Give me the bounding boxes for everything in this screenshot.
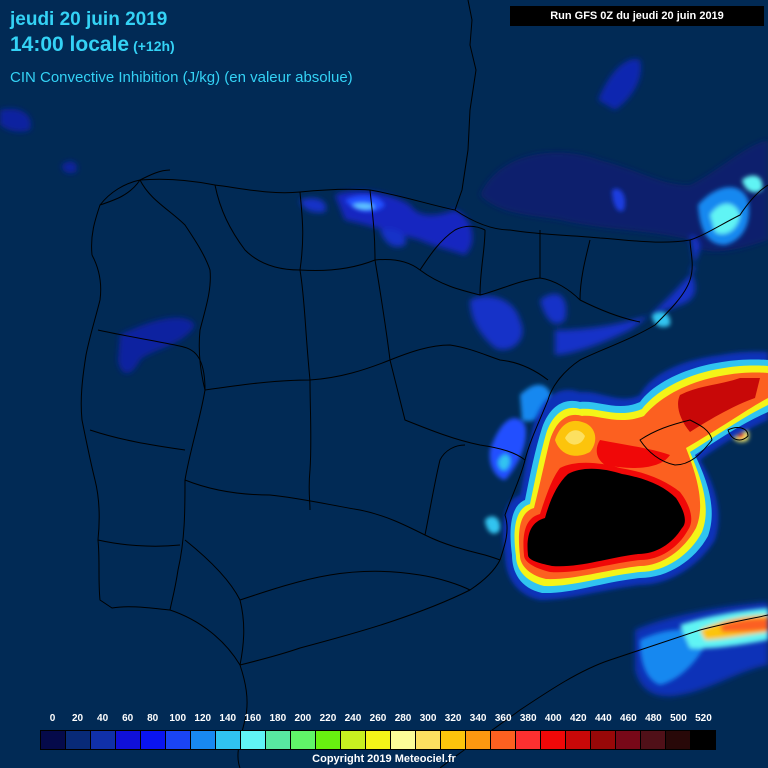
legend-label: 20 (71, 713, 84, 724)
legend-label: 440 (594, 713, 612, 724)
legend-label: 160 (244, 713, 262, 724)
legend-label: 360 (494, 713, 512, 724)
legend-label: 240 (344, 713, 362, 724)
legend-swatch (516, 731, 541, 749)
legend-swatch (416, 731, 441, 749)
legend-swatch (441, 731, 466, 749)
legend-label: 220 (319, 713, 337, 724)
legend-label: 380 (519, 713, 537, 724)
legend-label: 280 (394, 713, 412, 724)
legend-label: 480 (645, 713, 662, 724)
legend-labels: 0 20 40 60 80 100 120 140 160 180 200 220 240 260 280 3… (40, 713, 716, 727)
parameter-title: CIN Convective Inhibition (J/kg) (en val… (10, 69, 353, 86)
legend-swatch (341, 731, 366, 749)
legend-swatch (41, 731, 66, 749)
legend-swatch (641, 731, 666, 749)
legend-label: 60 (122, 713, 134, 724)
legend-label: 520 (695, 713, 712, 724)
legend-label: 340 (469, 713, 487, 724)
legend-label: 500 (670, 713, 687, 724)
legend-swatch (691, 731, 715, 749)
copyright: Copyright 2019 Meteociel.fr (312, 753, 456, 765)
legend-label: 40 (97, 713, 109, 724)
legend-label: 320 (444, 713, 462, 724)
legend-label: 120 (194, 713, 212, 724)
legend-swatch (216, 731, 241, 749)
legend-swatch (241, 731, 266, 749)
legend-swatch (491, 731, 516, 749)
legend-label: 420 (569, 713, 587, 724)
legend-swatch (191, 731, 216, 749)
legend-swatch (391, 731, 416, 749)
legend-swatch (141, 731, 166, 749)
run-info: Run GFS 0Z du jeudi 20 juin 2019 (510, 6, 764, 26)
borders (80, 0, 768, 768)
legend-swatch (316, 731, 341, 749)
legend-label: 200 (294, 713, 312, 724)
cin-medium-patches (345, 175, 768, 685)
legend-swatch (116, 731, 141, 749)
legend-swatch (66, 731, 91, 749)
legend-swatch (616, 731, 641, 749)
legend-swatch (666, 731, 691, 749)
legend-swatch (541, 731, 566, 749)
legend-label: 0 (49, 713, 56, 724)
legend-label: 100 (169, 713, 187, 724)
forecast-date: jeudi 20 juin 2019 (10, 9, 168, 30)
legend-label: 400 (544, 713, 562, 724)
legend-swatch (566, 731, 591, 749)
legend-swatch (591, 731, 616, 749)
forecast-offset: (+12h) (133, 38, 175, 54)
legend-label: 460 (620, 713, 637, 724)
legend-swatch (366, 731, 391, 749)
forecast-time-label: 14:00 locale (10, 33, 130, 56)
legend-swatch (466, 731, 491, 749)
legend-label: 180 (269, 713, 287, 724)
legend-color-bar (40, 730, 716, 750)
forecast-time: 14:00 locale (+12h) (10, 33, 175, 57)
legend-label: 260 (369, 713, 387, 724)
legend-label: 80 (147, 713, 159, 724)
cin-high-area (503, 351, 768, 600)
legend-swatch (266, 731, 291, 749)
legend-swatch (166, 731, 191, 749)
legend-label: 300 (419, 713, 437, 724)
legend-label: 140 (219, 713, 237, 724)
legend-swatch (291, 731, 316, 749)
legend-swatch (91, 731, 116, 749)
